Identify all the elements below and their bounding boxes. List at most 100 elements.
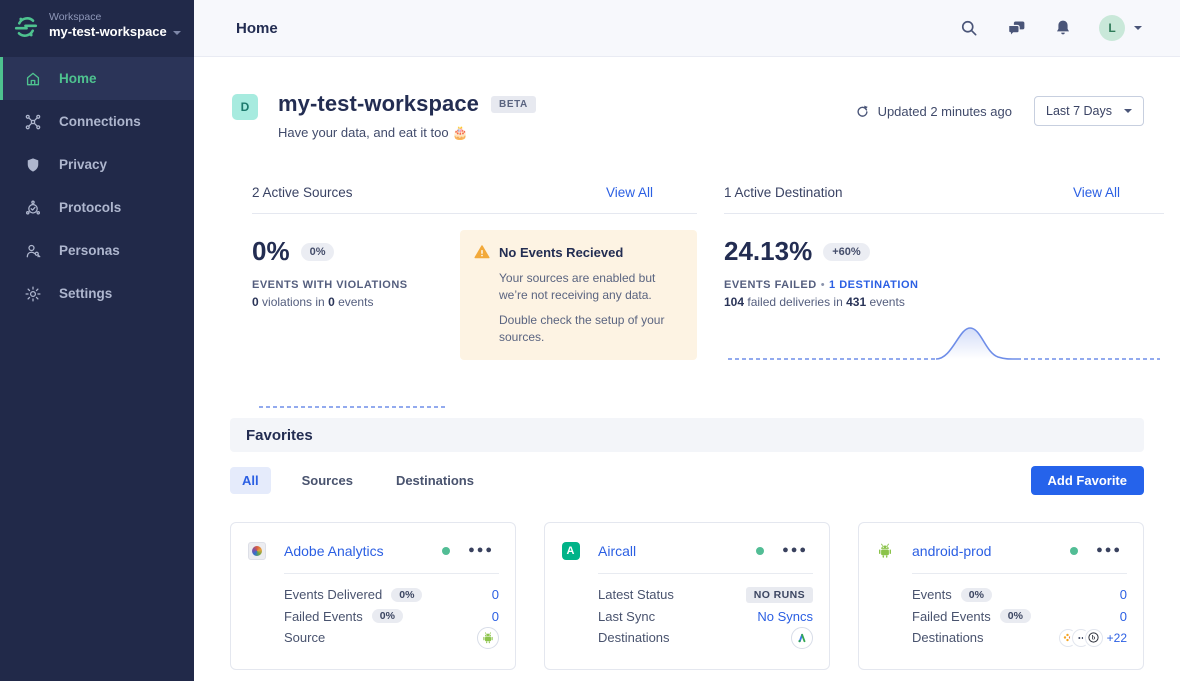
violations-delta-badge: 0% bbox=[300, 242, 335, 261]
no-events-warning-card: No Events Recieved Your sources are enab… bbox=[460, 230, 697, 360]
row-percent-badge: 0% bbox=[999, 609, 1031, 624]
chat-button[interactable] bbox=[1005, 17, 1027, 39]
android-icon bbox=[875, 541, 894, 560]
sidebar-item-settings[interactable]: Settings bbox=[0, 272, 194, 315]
favorites-cards: Adobe Analytics ●●● Events Delivered 0% … bbox=[230, 522, 1144, 670]
last-updated: Updated 2 minutes ago bbox=[855, 104, 1012, 119]
chevron-down-icon bbox=[1124, 109, 1132, 113]
dot-separator: • bbox=[820, 279, 826, 291]
settings-gear-icon bbox=[25, 286, 41, 302]
svg-text:b: b bbox=[1092, 636, 1096, 642]
add-favorite-button[interactable]: Add Favorite bbox=[1030, 466, 1144, 495]
workspace-title: my-test-workspace bbox=[278, 91, 479, 116]
events-count: 0 bbox=[328, 295, 335, 309]
sidebar-item-home[interactable]: Home bbox=[0, 57, 194, 101]
page-title: Home bbox=[236, 19, 278, 37]
bell-icon bbox=[1057, 20, 1069, 35]
sources-view-all-link[interactable]: View All bbox=[605, 185, 653, 200]
favorites-section-header: Favorites bbox=[230, 418, 1144, 452]
sidebar-item-connections[interactable]: Connections bbox=[0, 100, 194, 143]
time-range-select[interactable]: Last 7 Days bbox=[1034, 96, 1144, 126]
sidebar-item-privacy[interactable]: Privacy bbox=[0, 143, 194, 186]
card-menu-button[interactable]: ●●● bbox=[468, 544, 494, 556]
tab-sources[interactable]: Sources bbox=[301, 473, 353, 488]
android-source-icon[interactable] bbox=[477, 626, 499, 649]
sidebar-item-label: Protocols bbox=[59, 200, 122, 216]
card-row: Last Sync No Syncs bbox=[598, 606, 813, 628]
workspace-subtitle: Have your data, and eat it too 🎂 bbox=[278, 125, 469, 140]
destinations-heading: 1 Active Destination bbox=[724, 185, 843, 200]
row-value-link[interactable]: 0 bbox=[1119, 608, 1127, 624]
row-percent-badge: 0% bbox=[371, 609, 403, 624]
row-label: Failed Events bbox=[912, 608, 991, 624]
card-row: Events Delivered 0% 0 bbox=[284, 584, 499, 606]
adobe-analytics-icon bbox=[247, 541, 266, 560]
refresh-icon bbox=[857, 105, 868, 117]
events-failed-stat-detail: 104 failed deliveries in 431 events bbox=[724, 295, 1164, 309]
sidebar: Workspace my-test-workspace Home bbox=[0, 0, 194, 681]
violations-stat: 0% bbox=[252, 236, 290, 266]
sidebar-item-label: Privacy bbox=[59, 157, 108, 173]
sources-heading: 2 Active Sources bbox=[252, 185, 353, 200]
connections-icon bbox=[25, 114, 41, 130]
google-ads-destination-icon[interactable] bbox=[791, 626, 813, 649]
user-avatar: L bbox=[1099, 15, 1125, 41]
violations-stat-label: EVENTS WITH VIOLATIONS bbox=[252, 279, 408, 291]
card-menu-button[interactable]: ●●● bbox=[782, 544, 808, 556]
segment-logo-icon bbox=[14, 17, 38, 37]
card-title-link[interactable]: android-prod bbox=[912, 542, 992, 559]
chat-icon bbox=[1007, 21, 1024, 37]
workspace-header: D my-test-workspace BETA Have your data,… bbox=[232, 91, 1144, 141]
status-dot bbox=[442, 546, 451, 555]
tab-destinations[interactable]: Destinations bbox=[395, 473, 474, 488]
detail-text: events bbox=[334, 295, 374, 309]
no-syncs-link[interactable]: No Syncs bbox=[757, 608, 813, 624]
card-menu-button[interactable]: ●●● bbox=[1096, 544, 1122, 556]
status-dot bbox=[756, 546, 765, 555]
home-icon bbox=[26, 72, 40, 86]
search-icon bbox=[961, 20, 977, 36]
warning-icon bbox=[474, 245, 490, 259]
row-label: Failed Events bbox=[284, 608, 363, 624]
workspace-switcher[interactable]: Workspace my-test-workspace bbox=[0, 0, 194, 50]
more-destinations-count[interactable]: +22 bbox=[1106, 630, 1127, 645]
card-title-link[interactable]: Aircall bbox=[598, 542, 637, 559]
sidebar-item-protocols[interactable]: Protocols bbox=[0, 186, 194, 229]
row-value-link[interactable]: 0 bbox=[491, 608, 499, 624]
sidebar-nav: Home Connections Privacy bbox=[0, 57, 194, 315]
no-runs-badge: NO RUNS bbox=[745, 586, 813, 603]
row-value-link[interactable]: 0 bbox=[491, 587, 499, 603]
sidebar-item-personas[interactable]: Personas bbox=[0, 229, 194, 272]
events-failed-delta-badge: +60% bbox=[823, 242, 870, 261]
row-label: Source bbox=[284, 630, 326, 646]
sources-overview: 2 Active Sources View All 0% 0% EVENTS W… bbox=[252, 185, 697, 415]
destinations-overview: 1 Active Destination View All 24.13% +60… bbox=[724, 185, 1164, 415]
warning-title: No Events Recieved bbox=[499, 244, 624, 260]
chevron-down-icon bbox=[172, 31, 181, 36]
notifications-button[interactable] bbox=[1052, 17, 1074, 39]
user-menu[interactable]: L bbox=[1099, 15, 1142, 41]
violations-count: 0 bbox=[252, 295, 259, 309]
violations-stat-detail: 0 violations in 0 events bbox=[252, 295, 697, 309]
destination-count-link[interactable]: 1 DESTINATION bbox=[829, 279, 919, 291]
beta-badge: BETA bbox=[491, 95, 536, 113]
divider bbox=[252, 213, 697, 214]
destination-icons-stack[interactable]: b bbox=[1058, 628, 1103, 647]
last-updated-text: Updated 2 minutes ago bbox=[877, 103, 1012, 119]
failed-events-sparkline bbox=[728, 327, 1160, 360]
card-title-link[interactable]: Adobe Analytics bbox=[284, 542, 384, 559]
tab-all[interactable]: All bbox=[230, 467, 271, 494]
row-percent-badge: 0% bbox=[391, 587, 423, 602]
search-button[interactable] bbox=[958, 17, 980, 39]
personas-icon bbox=[26, 244, 41, 258]
protocols-icon bbox=[25, 200, 41, 215]
row-label: Events Delivered bbox=[284, 587, 383, 603]
destinations-view-all-link[interactable]: View All bbox=[1072, 185, 1120, 200]
row-value-link[interactable]: 0 bbox=[1119, 587, 1127, 603]
detail-text: failed deliveries in bbox=[744, 295, 847, 309]
branch-icon: b bbox=[1084, 628, 1103, 647]
divider bbox=[598, 573, 813, 574]
row-label: Last Sync bbox=[598, 608, 656, 624]
stat-label-text: EVENTS FAILED bbox=[724, 279, 817, 291]
sidebar-item-label: Connections bbox=[59, 114, 141, 130]
